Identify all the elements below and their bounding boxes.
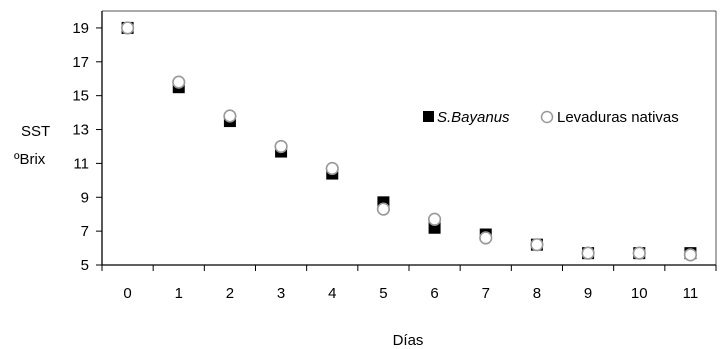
- x-tick-label: 2: [226, 285, 234, 302]
- y-tick-label: 11: [73, 155, 89, 172]
- point-levaduras-nativas: [325, 161, 339, 176]
- y-axis-title-line2: ºBrix: [14, 151, 46, 168]
- point-levaduras-nativas: [172, 75, 186, 89]
- series-1: [120, 21, 698, 262]
- point-levaduras-nativas: [632, 246, 646, 260]
- x-tick-label: 7: [482, 285, 490, 302]
- legend: S.Bayanus Levaduras nativas: [423, 109, 679, 126]
- x-tick-label: 3: [277, 285, 285, 302]
- y-axis-title-line1: SST: [21, 123, 50, 140]
- x-tick-label: 5: [379, 285, 387, 302]
- point-levaduras-nativas: [683, 248, 698, 262]
- legend-marker-s-bayanus: [423, 111, 434, 122]
- y-tick-label: 9: [81, 189, 89, 206]
- x-tick-label: 0: [123, 285, 131, 302]
- legend-label-levaduras-nativas: Levaduras nativas: [557, 109, 679, 126]
- point-levaduras-nativas: [274, 139, 288, 154]
- x-ticks: 0 1 2 3 4 5 6 7 8 9 10 11: [101, 265, 717, 302]
- point-levaduras-nativas: [530, 238, 544, 252]
- x-tick-label: 4: [328, 285, 336, 302]
- axes: [101, 10, 717, 266]
- legend-label-s-bayanus: S.Bayanus: [437, 109, 510, 126]
- x-tick-label: 6: [430, 285, 438, 302]
- point-levaduras-nativas: [223, 109, 237, 123]
- point-levaduras-nativas: [427, 212, 442, 226]
- point-levaduras-nativas: [120, 21, 135, 35]
- series-0: [121, 21, 697, 260]
- y-tick-label: 15: [72, 88, 89, 105]
- point-levaduras-nativas: [479, 231, 493, 245]
- x-tick-label: 9: [584, 285, 592, 302]
- y-tick-label: 7: [81, 223, 89, 240]
- point-levaduras-nativas: [376, 202, 391, 216]
- series-layer: [120, 21, 698, 262]
- y-ticks: 5 7 9 11 13 15 17 19: [72, 20, 102, 274]
- x-axis-title: Días: [393, 332, 424, 349]
- legend-marker-levaduras-nativas: [540, 110, 554, 124]
- y-tick-label: 5: [81, 257, 89, 274]
- x-tick-label: 1: [175, 285, 183, 302]
- y-tick-label: 17: [72, 54, 89, 71]
- x-tick-label: 8: [533, 285, 541, 302]
- x-tick-label: 10: [631, 285, 648, 302]
- point-levaduras-nativas: [581, 246, 595, 260]
- y-tick-label: 19: [72, 20, 89, 37]
- y-tick-label: 13: [72, 122, 89, 139]
- x-tick-label: 11: [683, 285, 699, 302]
